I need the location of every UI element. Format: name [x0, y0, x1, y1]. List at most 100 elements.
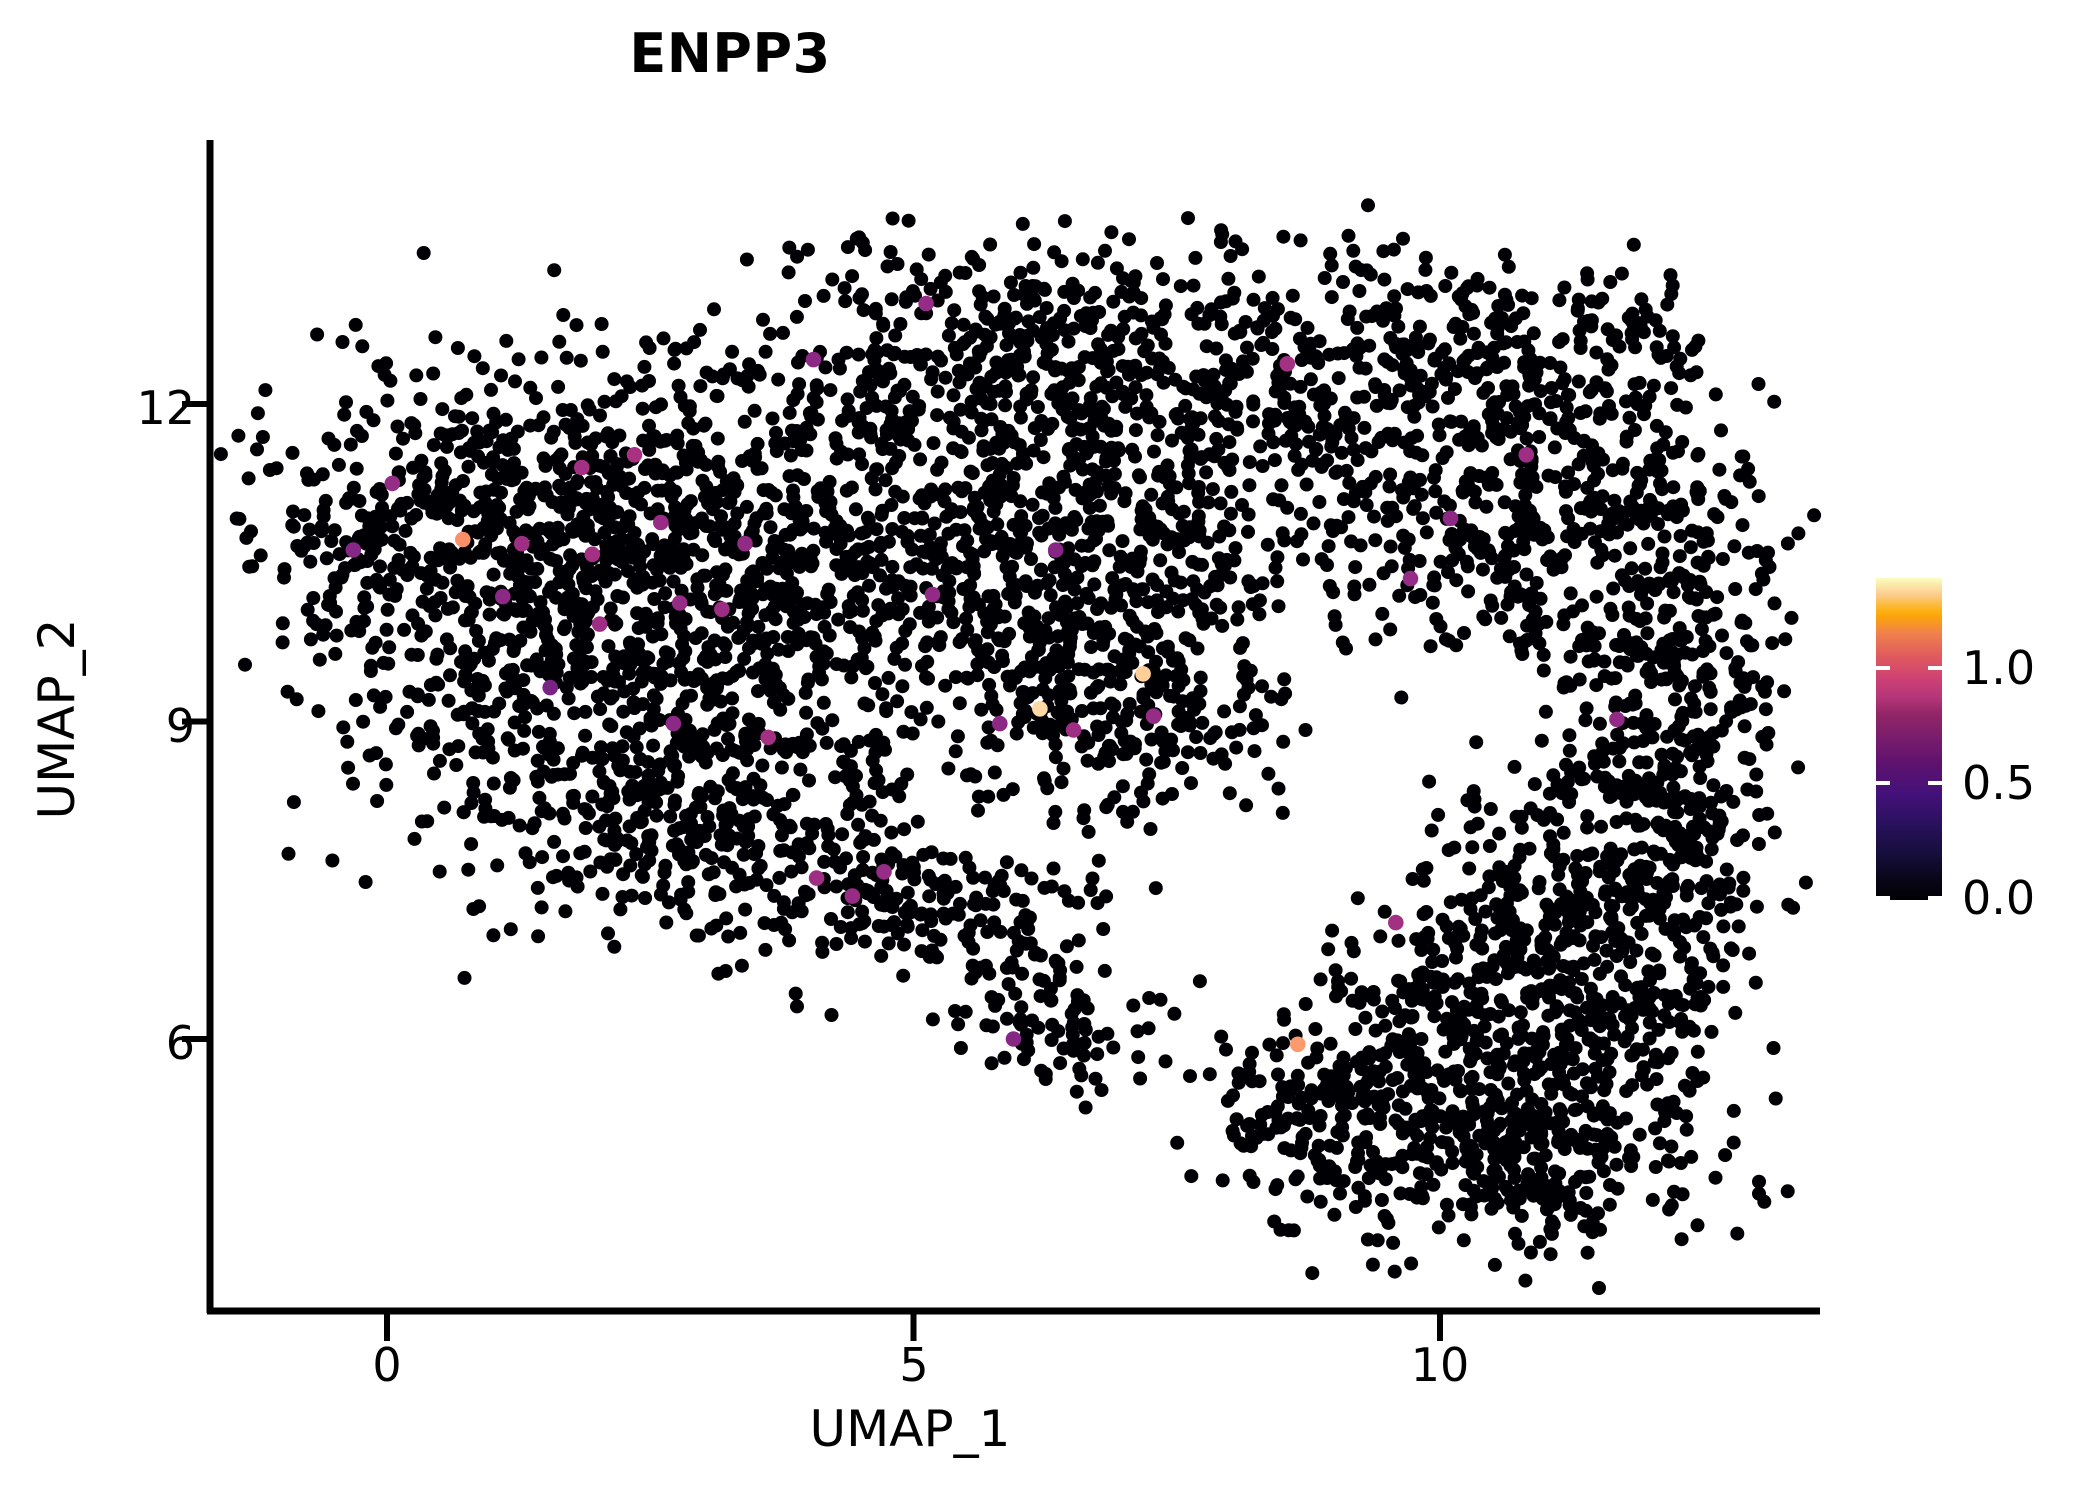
scatter-point [1252, 607, 1267, 622]
scatter-point [1276, 734, 1291, 749]
scatter-point [1025, 1013, 1040, 1028]
scatter-point [1175, 694, 1190, 709]
scatter-point [960, 622, 975, 637]
scatter-point [815, 944, 830, 959]
scatter-point [1559, 400, 1574, 415]
scatter-point [1528, 604, 1543, 619]
scatter-point [1180, 745, 1195, 760]
scatter-point [721, 929, 736, 944]
scatter-point [1411, 345, 1426, 360]
scatter-point [693, 379, 708, 394]
scatter-point [250, 442, 264, 457]
scatter-point [1640, 626, 1655, 641]
scatter-point [1106, 343, 1121, 358]
scatter-point [1435, 954, 1450, 968]
scatter-point [415, 594, 430, 609]
scatter-point [1674, 674, 1689, 688]
scatter-point [623, 858, 638, 873]
scatter-point [1262, 407, 1277, 422]
scatter-point [961, 430, 976, 445]
scatter-point [629, 847, 644, 862]
scatter-point [1193, 684, 1208, 699]
scatter-point [286, 504, 300, 519]
scatter-point [863, 427, 878, 442]
scatter-point [1656, 655, 1671, 670]
scatter-point [1659, 890, 1673, 905]
scatter-point [1383, 331, 1398, 345]
scatter-point [463, 443, 478, 458]
scatter-point [752, 367, 767, 382]
scatter-point [406, 460, 420, 475]
scatter-point [1553, 360, 1568, 375]
scatter-point [895, 866, 910, 881]
scatter-point [953, 402, 968, 417]
scatter-point [646, 428, 661, 443]
scatter-point [275, 616, 290, 631]
scatter-point [1489, 477, 1504, 492]
scatter-point [578, 821, 593, 835]
scatter-point [1045, 658, 1060, 673]
scatter-point [457, 970, 472, 985]
scatter-point [983, 237, 998, 252]
scatter-point [721, 731, 735, 746]
scatter-point [687, 674, 701, 688]
scatter-point [1113, 677, 1128, 692]
scatter-point [475, 673, 490, 688]
scatter-point [1455, 483, 1470, 498]
scatter-point [461, 459, 476, 474]
scatter-point [407, 831, 422, 846]
scatter-point [1068, 421, 1083, 436]
scatter-point [316, 627, 331, 642]
scatter-point [836, 737, 851, 752]
scatter-point [1751, 837, 1766, 851]
scatter-point [567, 706, 582, 721]
scatter-point [867, 629, 882, 644]
scatter-point [896, 968, 911, 983]
scatter-point [737, 877, 752, 892]
scatter-point [806, 521, 821, 536]
scatter-point [439, 439, 454, 454]
scatter-point [608, 649, 623, 664]
scatter-point [530, 753, 545, 768]
scatter-point [1520, 632, 1535, 647]
scatter-point [700, 745, 715, 760]
scatter-point [630, 788, 645, 803]
scatter-point [1189, 730, 1204, 744]
scatter-point [694, 789, 709, 804]
scatter-point [1057, 214, 1072, 229]
scatter-point [673, 390, 688, 404]
scatter-point [398, 523, 413, 538]
scatter-point [908, 288, 922, 303]
scatter-point [1025, 279, 1040, 293]
scatter-point [645, 532, 660, 547]
scatter-point [310, 327, 325, 342]
scatter-point [1579, 701, 1594, 716]
scatter-point [346, 776, 360, 791]
scatter-point [816, 695, 831, 710]
scatter-point [1126, 998, 1141, 1013]
scatter-point [1350, 390, 1365, 405]
scatter-point [1089, 514, 1104, 529]
scatter-point [606, 661, 621, 676]
scatter-point [443, 560, 458, 575]
scatter-point [331, 457, 346, 472]
scatter-point [829, 657, 844, 672]
scatter-point [1396, 490, 1411, 505]
scatter-point [924, 914, 939, 928]
scatter-point [523, 380, 538, 395]
scatter-point [1598, 770, 1613, 785]
scatter-point [885, 559, 900, 574]
scatter-point [709, 673, 724, 688]
scatter-point [997, 1050, 1012, 1065]
scatter-point [392, 537, 407, 552]
scatter-point [1301, 419, 1316, 434]
scatter-point [1537, 528, 1552, 543]
scatter-point [822, 474, 837, 489]
scatter-point [1489, 430, 1504, 445]
scatter-point [1303, 336, 1318, 351]
scatter-point [951, 1017, 966, 1032]
scatter-point [1439, 370, 1454, 385]
scatter-point [467, 349, 482, 364]
scatter-point [340, 734, 355, 749]
scatter-point [294, 543, 309, 558]
